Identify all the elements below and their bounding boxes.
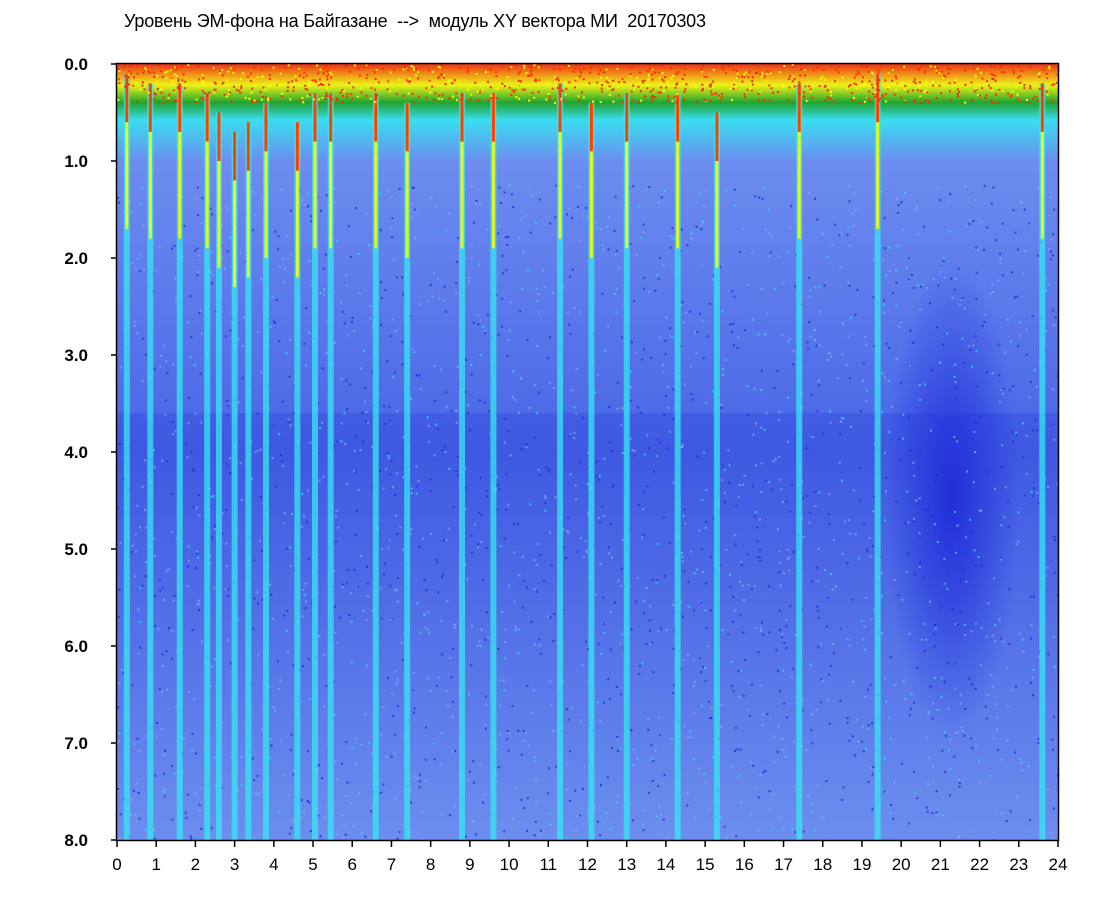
- spike-column: [404, 102, 411, 840]
- spike-column: [147, 83, 154, 840]
- spike-column: [245, 122, 252, 840]
- spike-column: [713, 112, 720, 840]
- x-axis: 0 1 2 3 4 5 6 7 8 9 10 11 12 13 14 15 16 17 18 19 20 21 22 23 24: [112, 840, 1067, 874]
- x-tick-label: 17: [774, 855, 793, 874]
- spike-column: [176, 83, 183, 840]
- spike-column: [204, 93, 211, 840]
- y-tick-label: 5.0: [64, 540, 88, 559]
- x-tick-label: 13: [617, 855, 636, 874]
- x-tick-label: 18: [813, 855, 832, 874]
- spike-column: [1039, 83, 1046, 840]
- spike-column: [623, 93, 630, 840]
- y-tick-label: 8.0: [64, 831, 88, 850]
- spike-column: [123, 73, 130, 840]
- x-tick-label: 21: [931, 855, 950, 874]
- spike-column: [294, 122, 301, 840]
- x-tick-label: 7: [387, 855, 396, 874]
- x-tick-label: 24: [1049, 855, 1068, 874]
- x-tick-label: 23: [1009, 855, 1028, 874]
- heatmap-low-region: [885, 258, 1019, 743]
- heatmap-top-edge: [117, 64, 1058, 104]
- spike-column: [557, 83, 564, 840]
- y-axis: 0.0 1.0 2.0 3.0 4.0 5.0 6.0 7.0 8.0: [64, 55, 117, 850]
- spike-column: [372, 93, 379, 840]
- x-tick-label: 5: [308, 855, 317, 874]
- x-tick-label: 22: [970, 855, 989, 874]
- y-tick-label: 0.0: [64, 55, 88, 74]
- x-tick-label: 19: [852, 855, 871, 874]
- x-tick-label: 4: [269, 855, 278, 874]
- spike-column: [231, 131, 238, 840]
- x-tick-label: 9: [465, 855, 474, 874]
- y-tick-label: 1.0: [64, 152, 88, 171]
- x-tick-label: 2: [191, 855, 200, 874]
- spike-column: [490, 93, 497, 840]
- x-tick-label: 6: [348, 855, 357, 874]
- x-tick-label: 10: [500, 855, 519, 874]
- x-tick-label: 1: [151, 855, 160, 874]
- x-tick-label: 8: [426, 855, 435, 874]
- spike-column: [674, 93, 681, 840]
- chart-title: Уровень ЭМ-фона на Байгазане --> модуль …: [124, 11, 706, 31]
- x-tick-label: 11: [539, 855, 557, 874]
- spike-column: [327, 93, 334, 840]
- y-tick-label: 3.0: [64, 346, 88, 365]
- y-tick-label: 6.0: [64, 637, 88, 656]
- x-tick-label: 3: [230, 855, 239, 874]
- y-tick-label: 4.0: [64, 443, 88, 462]
- x-tick-label: 15: [696, 855, 715, 874]
- x-tick-label: 12: [578, 855, 597, 874]
- y-tick-label: 7.0: [64, 734, 88, 753]
- x-tick-label: 16: [735, 855, 754, 874]
- y-tick-label: 2.0: [64, 249, 88, 268]
- x-tick-label: 14: [656, 855, 675, 874]
- spike-column: [874, 73, 881, 840]
- spike-column: [588, 102, 595, 840]
- spike-column: [312, 93, 319, 840]
- x-tick-label: 20: [892, 855, 911, 874]
- spike-column: [459, 93, 466, 840]
- spike-column: [215, 112, 222, 840]
- spike-column: [262, 102, 269, 840]
- spike-column: [796, 83, 803, 840]
- x-tick-label: 0: [112, 855, 121, 874]
